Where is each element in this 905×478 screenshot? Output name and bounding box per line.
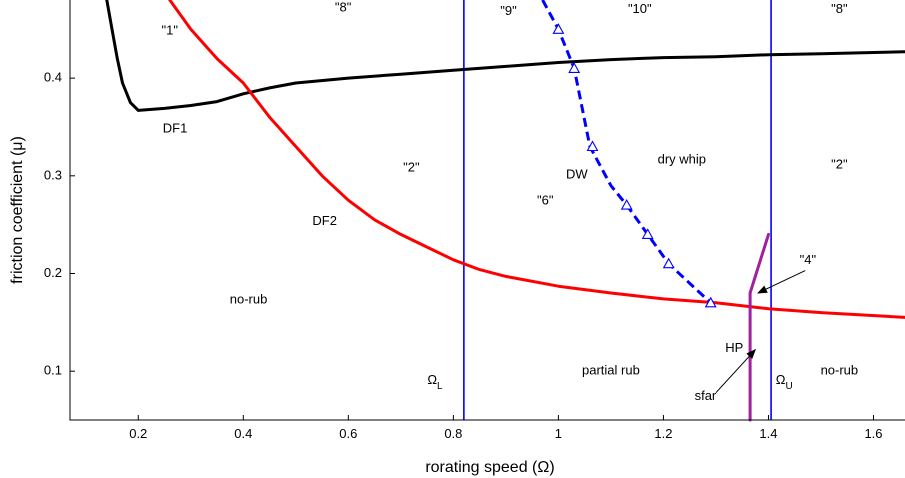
label-df1: DF1 — [163, 120, 188, 135]
label-df2: DF2 — [312, 213, 337, 228]
marker-dw-markers-3 — [620, 198, 633, 210]
x-tick-label: 1.4 — [759, 426, 777, 441]
x-axis-label: rorating speed (Ω) — [425, 459, 554, 476]
y-tick-label: 0.2 — [44, 265, 62, 280]
x-tick-label: 1.2 — [654, 426, 672, 441]
label-r9: "9" — [500, 3, 517, 18]
label-r2b: "2" — [831, 157, 848, 172]
marker-dw-markers-0 — [552, 23, 565, 34]
label-r2a: "2" — [403, 159, 420, 174]
arrow-4 — [757, 270, 806, 294]
axes-frame — [69, 0, 905, 421]
label-norub2: no-rub — [821, 363, 859, 378]
label-r4: "4" — [800, 252, 817, 267]
x-tick-label: 1.6 — [864, 426, 882, 441]
marker-dw-markers-6 — [704, 296, 717, 308]
annotation-layer: "1" "8" "9" "10" "8" DF1 "2" DW dry whip "2" "6" DF… — [162, 0, 859, 403]
x-tick-label: 0.2 — [129, 426, 147, 441]
label-sfar: sfar — [695, 388, 717, 403]
y-tick-label: 0.3 — [44, 167, 62, 182]
series-hp-line — [748, 232, 770, 422]
x-tick-label: 1 — [555, 426, 562, 441]
label-partialrub: partial rub — [582, 363, 640, 378]
label-hp: HP — [725, 340, 743, 355]
y-tick-label: 0.1 — [44, 363, 62, 378]
arrow-sfar — [715, 348, 757, 393]
y-axis-label: friction coefficient (μ) — [9, 136, 26, 284]
x-tick-label: 0.8 — [444, 426, 462, 441]
y-tick-label: 0.4 — [44, 70, 62, 85]
marker-layer — [552, 23, 717, 308]
series-df1-line — [105, 0, 905, 112]
label-omega-l-label: ΩL — [427, 372, 443, 391]
tick-layer: 0.2 0.4 0.6 0.8 1 1.2 1.4 1.6 0.1 0.2 0.3 0.4 — [44, 70, 883, 441]
x-tick-label: 0.6 — [339, 426, 357, 441]
plot-background — [70, 0, 905, 420]
label-r8a: "8" — [335, 0, 352, 14]
series-layer — [105, 0, 905, 422]
label-r8b: "8" — [831, 1, 848, 16]
label-dw: DW — [566, 166, 588, 181]
label-r10: "10" — [628, 1, 652, 16]
x-tick-label: 0.4 — [234, 426, 252, 441]
label-r1: "1" — [162, 23, 179, 38]
label-r6: "6" — [537, 193, 554, 208]
series-df2-line — [168, 0, 905, 319]
label-omega-u-label: ΩU — [776, 372, 793, 391]
marker-dw-markers-4 — [641, 228, 654, 239]
label-norub1: no-rub — [230, 291, 268, 306]
marker-dw-markers-5 — [662, 257, 675, 269]
marker-dw-markers-2 — [586, 140, 599, 152]
label-drywhip: dry whip — [658, 152, 706, 167]
series-dw-line — [541, 0, 712, 304]
marker-dw-markers-1 — [568, 62, 581, 73]
